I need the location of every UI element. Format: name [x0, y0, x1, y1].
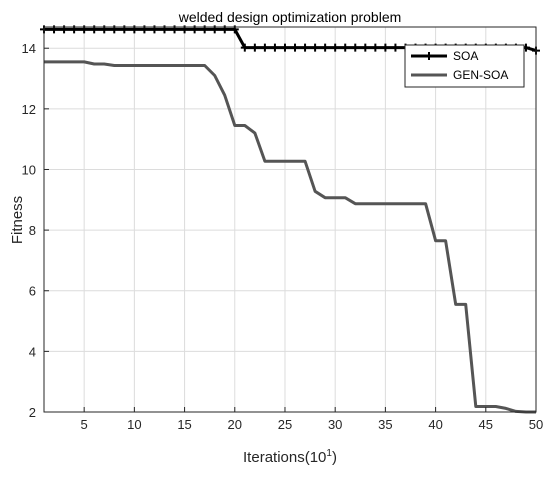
x-tick-label: 35 [378, 417, 392, 432]
data-point-marker [361, 43, 370, 52]
plot-frame [43, 26, 537, 413]
legend-marker [425, 52, 433, 60]
data-point-marker [260, 43, 269, 52]
chart-title: welded design optimization problem [178, 9, 402, 25]
series-gen-soa [44, 60, 536, 414]
x-tick-label: 30 [328, 417, 342, 432]
legend: SOA GEN-SOA [404, 44, 525, 88]
series-line-gen-soa [44, 60, 536, 414]
x-tick-label: 40 [428, 417, 442, 432]
data-point-marker [301, 43, 310, 52]
y-tick-label: 10 [22, 162, 36, 177]
data-point-marker [240, 43, 249, 52]
y-tick-label: 12 [22, 102, 36, 117]
y-tick-label: 6 [29, 284, 36, 299]
x-axis-label: Iterations(101) [243, 448, 337, 466]
axis-ticks: 5 10 15 20 25 30 35 40 45 50 2 4 6 8 10 12 14 [22, 41, 544, 432]
x-tick-label: 5 [81, 417, 88, 432]
data-point-marker [280, 43, 289, 52]
data-point-marker [331, 43, 340, 52]
data-point-marker [371, 43, 380, 52]
x-tick-label: 20 [228, 417, 242, 432]
legend-label-soa: SOA [453, 49, 478, 63]
x-tick-label: 25 [278, 417, 292, 432]
legend-items: SOA GEN-SOA [411, 49, 508, 82]
data-point-marker [351, 43, 360, 52]
data-point-marker [321, 43, 330, 52]
data-point-marker [291, 43, 300, 52]
data-point-marker [250, 43, 259, 52]
legend-box [404, 44, 525, 88]
data-point-marker [391, 43, 400, 52]
data-point-marker [381, 43, 390, 52]
data-point-marker [341, 43, 350, 52]
y-tick-label: 14 [22, 41, 36, 56]
x-tick-label: 15 [177, 417, 191, 432]
legend-label-gen-soa: GEN-SOA [453, 68, 508, 82]
plot-area [44, 27, 536, 412]
y-tick-label: 8 [29, 223, 36, 238]
y-tick-label: 4 [29, 344, 36, 359]
y-tick-label: 2 [29, 405, 36, 420]
data-point-marker [311, 43, 320, 52]
y-axis-label: Fitness [9, 196, 26, 244]
x-tick-label: 10 [127, 417, 141, 432]
x-tick-label: 45 [479, 417, 493, 432]
x-tick-label: 50 [529, 417, 543, 432]
data-point-marker [270, 43, 279, 52]
